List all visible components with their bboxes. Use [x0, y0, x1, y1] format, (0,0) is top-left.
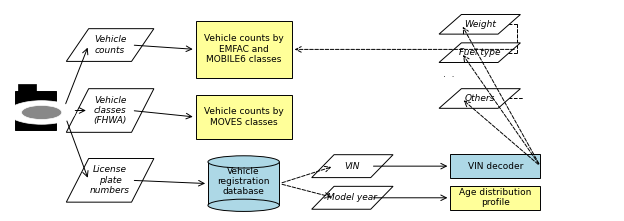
Polygon shape: [312, 155, 393, 178]
Text: Vehicle
counts: Vehicle counts: [94, 35, 126, 55]
Polygon shape: [66, 89, 154, 132]
Text: Fuel type: Fuel type: [459, 48, 500, 57]
Bar: [16, 91, 56, 130]
Ellipse shape: [208, 199, 280, 211]
Bar: [451, 154, 540, 178]
Text: Others: Others: [464, 94, 495, 103]
Text: Vehicle
registration
database: Vehicle registration database: [217, 167, 270, 196]
Ellipse shape: [208, 156, 280, 168]
Polygon shape: [312, 186, 393, 209]
Bar: [195, 21, 292, 78]
Bar: [54, 106, 62, 115]
Bar: [451, 186, 540, 210]
Text: Weight: Weight: [464, 20, 495, 29]
Bar: [208, 162, 280, 205]
Polygon shape: [66, 158, 154, 202]
Circle shape: [21, 105, 62, 120]
Text: Age distribution
profile: Age distribution profile: [459, 188, 532, 208]
Polygon shape: [439, 89, 520, 108]
Text: VIN: VIN: [344, 162, 360, 171]
Polygon shape: [439, 43, 520, 63]
Polygon shape: [439, 15, 520, 34]
Text: Model year: Model year: [328, 193, 378, 202]
Bar: [195, 95, 292, 139]
Text: Vehicle
classes
(FHWA): Vehicle classes (FHWA): [94, 96, 127, 125]
Polygon shape: [66, 29, 154, 61]
Text: License
plate
numbers: License plate numbers: [90, 166, 130, 195]
Text: .  .: . .: [443, 70, 454, 79]
Text: Vehicle counts by
EMFAC and
MOBILE6 classes: Vehicle counts by EMFAC and MOBILE6 clas…: [204, 34, 283, 64]
Bar: [18, 84, 36, 94]
Text: Vehicle counts by
MOVES classes: Vehicle counts by MOVES classes: [204, 107, 283, 127]
Text: VIN decoder: VIN decoder: [467, 162, 523, 171]
Circle shape: [8, 101, 75, 124]
